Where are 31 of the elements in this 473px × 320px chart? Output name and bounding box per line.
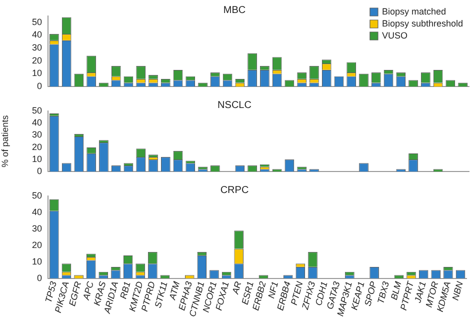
y-tick-label: 50 xyxy=(32,105,42,116)
y-tick-label: 10 xyxy=(32,154,42,164)
y-tick-label: 0 xyxy=(36,81,42,92)
y-tick-label: 40 xyxy=(32,118,42,128)
y-tick-label: 30 xyxy=(32,223,42,234)
y-tick-label: 20 xyxy=(32,55,42,66)
x-tick-label: NF1 xyxy=(266,280,280,300)
legend-label: VUSO xyxy=(382,30,408,40)
chart-title: CRPC xyxy=(220,184,249,196)
legend-label: Biopsy subthreshold xyxy=(382,18,464,28)
y-tick-label: 50 xyxy=(32,190,42,200)
y-tick-label: 10 xyxy=(32,68,42,78)
y-tick-label: 50 xyxy=(32,16,42,27)
y-tick-label: 40 xyxy=(32,30,42,40)
y-tick-label: 30 xyxy=(32,42,42,53)
y-axis-title: % of patients xyxy=(0,114,10,168)
x-tick-label: APC xyxy=(80,280,96,302)
legend-label: Biopsy matched xyxy=(382,6,446,16)
x-tick-label: RB1 xyxy=(118,280,132,300)
chart-title: MBC xyxy=(223,4,246,16)
y-tick-label: 0 xyxy=(36,272,42,283)
y-tick-label: 20 xyxy=(32,142,42,152)
y-tick-label: 20 xyxy=(32,240,42,250)
y-tick-label: 10 xyxy=(32,256,42,266)
y-tick-label: 0 xyxy=(36,166,42,176)
x-tick-label: AR xyxy=(230,280,244,296)
x-tick-label: NBN xyxy=(450,280,465,302)
chart-title: NSCLC xyxy=(218,100,252,111)
x-tick-label: BLM xyxy=(388,280,404,301)
y-tick-label: 40 xyxy=(32,206,42,217)
y-tick-label: 30 xyxy=(32,130,42,140)
